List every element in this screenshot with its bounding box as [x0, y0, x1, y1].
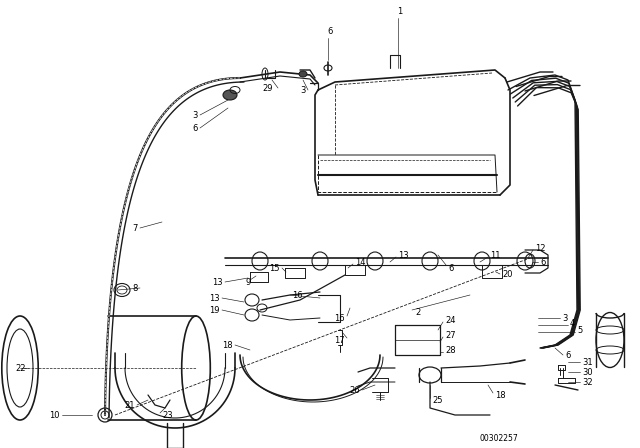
Text: 18: 18	[495, 391, 506, 400]
Text: 6: 6	[327, 27, 333, 36]
Text: 18: 18	[222, 340, 233, 349]
Text: 27: 27	[445, 331, 456, 340]
Text: 13: 13	[209, 293, 220, 302]
Text: 10: 10	[49, 410, 60, 419]
Text: 6: 6	[540, 258, 545, 267]
Text: 6: 6	[565, 350, 570, 359]
Text: 13: 13	[212, 277, 223, 287]
Text: 9: 9	[246, 277, 252, 287]
Text: 21: 21	[125, 401, 135, 409]
Text: 6: 6	[193, 124, 198, 133]
Text: 2: 2	[415, 307, 420, 316]
Text: 20: 20	[502, 270, 513, 279]
Text: 25: 25	[432, 396, 442, 405]
Text: 11: 11	[490, 250, 500, 259]
Text: 26: 26	[349, 385, 360, 395]
Text: 22: 22	[15, 363, 26, 372]
Text: 3: 3	[193, 111, 198, 120]
Text: 29: 29	[262, 83, 273, 92]
Text: 19: 19	[209, 306, 220, 314]
Text: 7: 7	[132, 224, 138, 233]
Text: 14: 14	[355, 258, 365, 267]
Text: 15: 15	[269, 263, 280, 272]
Text: 30: 30	[582, 367, 593, 376]
Text: 16: 16	[292, 290, 303, 300]
Text: 12: 12	[535, 244, 545, 253]
Text: 28: 28	[445, 345, 456, 354]
Text: 31: 31	[582, 358, 593, 366]
Text: 1: 1	[397, 7, 403, 16]
Text: 3: 3	[562, 314, 568, 323]
Text: 00302257: 00302257	[480, 434, 519, 443]
Text: 6: 6	[448, 263, 453, 272]
Text: 4: 4	[570, 319, 575, 327]
Ellipse shape	[299, 71, 307, 77]
Text: 32: 32	[582, 378, 593, 387]
Text: 8: 8	[132, 284, 138, 293]
Text: 23: 23	[162, 410, 173, 419]
Text: 17: 17	[334, 336, 345, 345]
Text: 3: 3	[300, 86, 305, 95]
Text: 24: 24	[445, 315, 456, 324]
Ellipse shape	[223, 90, 237, 100]
Text: 16: 16	[334, 314, 345, 323]
Text: 5: 5	[577, 326, 582, 335]
Text: 13: 13	[398, 250, 408, 259]
